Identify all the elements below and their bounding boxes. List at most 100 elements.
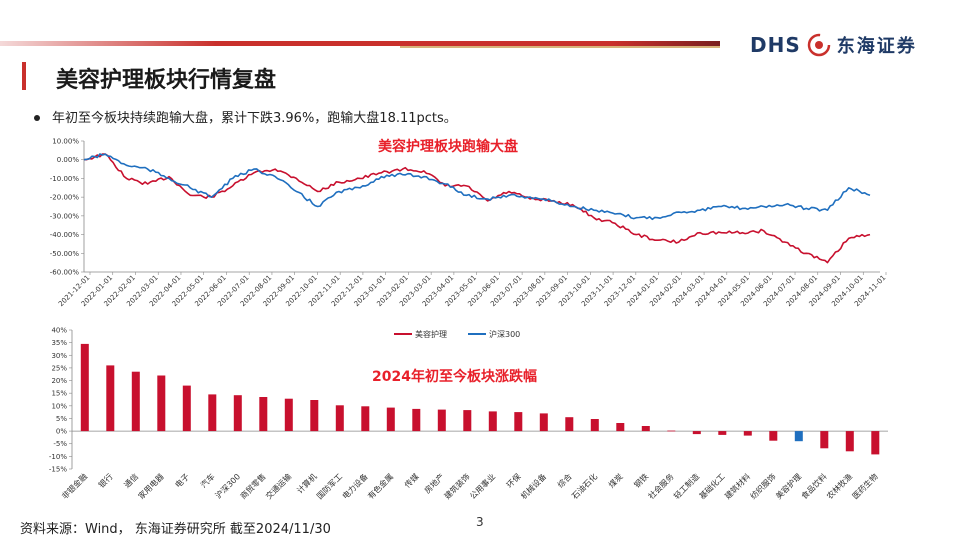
bar-category-label: 家用电器 — [136, 471, 166, 501]
legend-label-0: 美容护理 — [415, 329, 447, 339]
line-y-tick-label: -30.00% — [50, 212, 80, 220]
bar-19 — [565, 417, 574, 432]
logo-chinese: 东海证券 — [836, 36, 917, 57]
bar-category-label: 沪深300 — [213, 471, 242, 500]
legend-label-1: 沪深300 — [489, 329, 520, 339]
line-y-tick-label: -40.00% — [50, 231, 80, 239]
bar-category-label: 综合 — [555, 471, 573, 489]
bar-27 — [769, 431, 778, 441]
bar-category-label: 电子 — [173, 471, 191, 489]
summary-text: 年初至今板块持续跑输大盘，累计下跌3.96%，跑输大盘18.11pcts。 — [52, 111, 457, 126]
page-number: 3 — [476, 515, 484, 529]
bar-11 — [361, 406, 370, 432]
bar-category-label: 计算机 — [295, 471, 319, 495]
bar-y-tick-label: -10% — [49, 453, 67, 461]
bar-chart: 40% 35% 30% 25% 20% 15% 10% 5% 0% -5% -10% -15%非银金融… — [49, 327, 888, 501]
bar-category-label: 轻工制造 — [671, 471, 701, 501]
company-logo: DHS 东海证券 — [750, 30, 917, 60]
bar-0 — [80, 343, 89, 432]
bar-6 — [233, 395, 242, 432]
line-chart-annotation: 美容护理板块跑输大盘 — [378, 138, 518, 155]
bar-14 — [437, 409, 446, 432]
bar-21 — [616, 423, 625, 432]
bar-y-tick-label: 0% — [56, 428, 67, 436]
bar-category-label: 煤炭 — [606, 471, 624, 489]
line-y-tick-label: -60.00% — [50, 269, 80, 277]
bar-16 — [488, 411, 497, 432]
bar-y-tick-label: 15% — [51, 390, 67, 398]
bar-category-label: 钢铁 — [632, 471, 650, 489]
bar-1 — [106, 365, 115, 432]
bar-category-label: 国防军工 — [314, 471, 344, 501]
bar-26 — [743, 431, 752, 436]
bar-y-tick-label: 25% — [51, 364, 67, 372]
bar-category-label: 建筑材料 — [722, 471, 752, 501]
bar-category-label: 传媒 — [402, 471, 420, 489]
bar-31 — [871, 431, 880, 455]
bar-category-label: 环保 — [504, 471, 522, 489]
bar-chart-annotation: 2024年初至今板块涨跌幅 — [372, 368, 537, 385]
bar-y-tick-label: 10% — [51, 402, 67, 410]
bar-15 — [463, 410, 472, 432]
line-chart: 10.00% 0.00% -10.00% -20.00% -30.00% -40.00% -… — [50, 138, 888, 340]
bar-y-tick-label: 30% — [51, 352, 67, 360]
bar-13 — [412, 408, 421, 432]
bar-y-tick-label: -5% — [53, 440, 67, 448]
line-y-tick-label: -50.00% — [50, 250, 80, 258]
bar-category-label: 电力设备 — [340, 471, 370, 501]
bar-y-tick-label: 20% — [51, 377, 67, 385]
bar-y-tick-label: 35% — [51, 339, 67, 347]
bar-10 — [335, 405, 344, 432]
bar-category-label: 汽车 — [198, 471, 216, 489]
line-y-tick-label: -10.00% — [50, 175, 80, 183]
bar-30 — [845, 431, 854, 452]
series-line-0 — [84, 153, 871, 264]
header-accent-bar — [0, 41, 720, 46]
bar-3 — [157, 375, 166, 432]
logo-emblem-icon — [807, 33, 830, 57]
bar-category-label: 纺织服饰 — [748, 471, 778, 501]
bar-y-tick-label: 5% — [56, 415, 67, 423]
bar-y-tick-label: -15% — [49, 466, 67, 474]
bar-23 — [667, 430, 676, 432]
bar-category-label: 通信 — [122, 471, 140, 489]
series-line-1 — [83, 153, 871, 221]
source-footnote: 资料来源：Wind， 东海证券研究所 截至2024/11/30 — [20, 522, 331, 537]
bar-category-label: 美容护理 — [773, 471, 803, 501]
bar-category-label: 建筑装饰 — [442, 471, 472, 501]
logo-latin: DHS — [750, 33, 801, 57]
bar-25 — [718, 431, 727, 435]
bar-category-label: 房地产 — [422, 471, 446, 495]
bar-category-label: 公用事业 — [467, 471, 497, 501]
bar-category-label: 银行 — [96, 471, 114, 489]
bar-category-label: 基础化工 — [697, 471, 727, 501]
line-y-tick-label: -20.00% — [50, 194, 80, 202]
line-y-tick-label: 10.00% — [52, 138, 79, 146]
title-accent — [22, 62, 26, 90]
bar-category-label: 交通运输 — [263, 471, 293, 501]
header-gold-line — [400, 46, 720, 48]
bar-5 — [208, 394, 217, 431]
bar-8 — [284, 398, 293, 431]
page-title: 美容护理板块行情复盘 — [56, 68, 277, 93]
bar-18 — [539, 413, 548, 432]
bar-7 — [259, 397, 268, 432]
line-y-tick-label: 0.00% — [57, 156, 80, 164]
bar-17 — [514, 412, 523, 432]
bar-y-tick-label: 40% — [51, 327, 67, 335]
bar-22 — [641, 426, 650, 432]
bar-category-label: 农林牧渔 — [824, 471, 854, 501]
bullet-dot-icon — [34, 114, 40, 121]
bar-29 — [820, 431, 829, 449]
bar-12 — [386, 407, 395, 432]
bar-category-label: 食品饮料 — [799, 471, 829, 501]
bar-category-label: 非银金融 — [59, 471, 89, 501]
bar-20 — [590, 419, 599, 432]
summary-bullet: 年初至今板块持续跑输大盘，累计下跌3.96%，跑输大盘18.11pcts。 — [34, 107, 457, 126]
bar-9 — [310, 400, 319, 432]
bar-category-label: 商贸零售 — [238, 471, 268, 501]
bar-24 — [692, 431, 701, 435]
bar-category-label: 石油石化 — [569, 471, 599, 501]
bar-28 — [794, 431, 803, 442]
